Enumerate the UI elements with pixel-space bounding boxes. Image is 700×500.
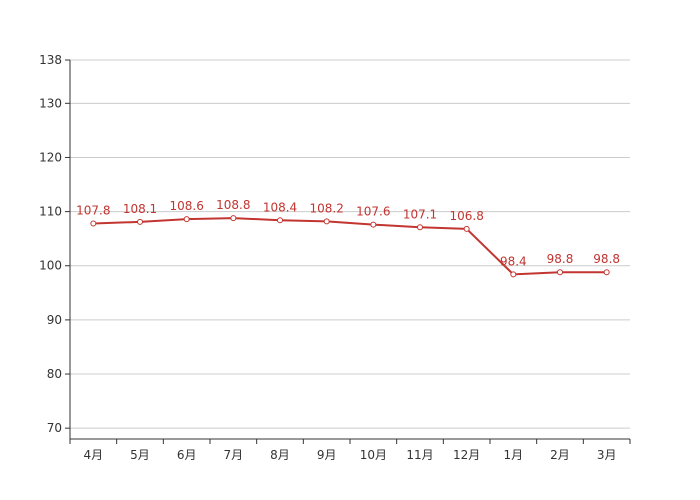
data-point bbox=[230, 215, 237, 222]
x-tick-label: 10月 bbox=[360, 448, 387, 462]
data-point bbox=[463, 225, 470, 232]
data-label: 107.8 bbox=[76, 204, 110, 218]
data-point bbox=[323, 218, 330, 225]
data-label: 108.1 bbox=[123, 202, 157, 216]
x-tick-label: 9月 bbox=[317, 448, 337, 462]
x-tick-label: 3月 bbox=[597, 448, 617, 462]
x-tick-label: 7月 bbox=[224, 448, 244, 462]
x-tick-label: 5月 bbox=[130, 448, 150, 462]
data-label: 98.4 bbox=[500, 254, 527, 268]
data-label: 108.8 bbox=[216, 198, 250, 212]
x-tick-labels: 4月 5月 6月 7月 8月 9月 10月 11月 12月 1月 2月 3月 bbox=[84, 448, 617, 462]
data-point bbox=[557, 269, 563, 276]
grid-lines bbox=[70, 59, 630, 429]
data-label: 107.1 bbox=[403, 207, 437, 221]
data-point bbox=[90, 220, 97, 227]
y-tick-labels: 70 80 90 100 110 120 130 138 bbox=[39, 53, 62, 435]
x-tick-label: 11月 bbox=[406, 448, 433, 462]
data-point bbox=[603, 269, 610, 276]
y-tick-label: 70 bbox=[47, 421, 62, 435]
y-tick-label: 90 bbox=[47, 313, 62, 327]
y-tick-label: 120 bbox=[39, 150, 62, 164]
series bbox=[90, 215, 610, 278]
data-label: 98.8 bbox=[593, 252, 620, 266]
data-label: 108.4 bbox=[263, 200, 297, 214]
data-labels: 107.8 108.1 108.6 108.8 108.4 108.2 107.6 107.1… bbox=[76, 198, 620, 268]
y-tick-label: 110 bbox=[39, 205, 62, 219]
data-label: 108.2 bbox=[309, 201, 343, 215]
data-point bbox=[417, 224, 423, 231]
data-point bbox=[370, 221, 377, 228]
y-tick-label: 100 bbox=[39, 259, 62, 273]
x-tick-label: 12月 bbox=[453, 448, 480, 462]
x-tick-label: 8月 bbox=[270, 448, 290, 462]
x-tick-label: 2月 bbox=[550, 448, 570, 462]
series-line bbox=[93, 217, 607, 276]
data-point bbox=[510, 271, 517, 278]
axes bbox=[65, 59, 631, 444]
data-label: 98.8 bbox=[547, 252, 574, 266]
data-label: 106.8 bbox=[449, 209, 483, 223]
y-tick-label: 130 bbox=[39, 96, 62, 110]
y-tick-label: 138 bbox=[39, 53, 62, 67]
data-point bbox=[137, 218, 143, 225]
data-point bbox=[183, 216, 190, 223]
x-tick-label: 6月 bbox=[177, 448, 197, 462]
x-tick-label: 4月 bbox=[84, 448, 104, 462]
data-point bbox=[277, 217, 283, 224]
data-label: 107.6 bbox=[356, 205, 390, 219]
x-tick-label: 1月 bbox=[504, 448, 524, 462]
y-tick-label: 80 bbox=[47, 367, 62, 381]
data-label: 108.6 bbox=[169, 199, 203, 213]
